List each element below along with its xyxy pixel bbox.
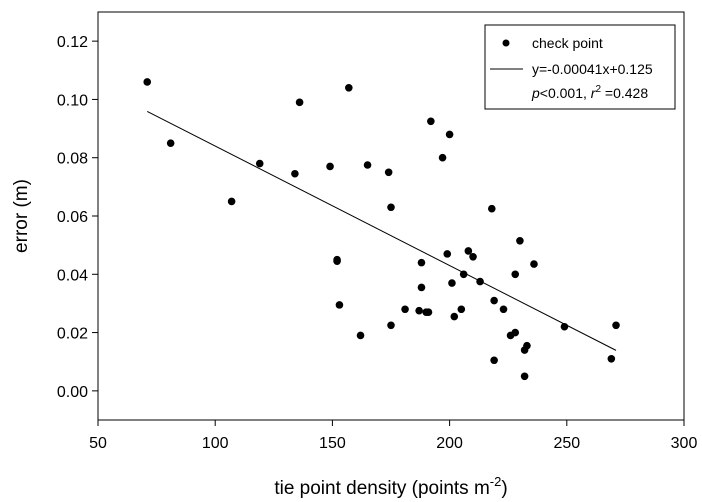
x-tick-label: 100 xyxy=(202,435,229,452)
y-tick-label: 0.10 xyxy=(57,92,88,109)
y-tick-label: 0.00 xyxy=(57,384,88,401)
data-point xyxy=(516,236,524,245)
x-tick-label: 250 xyxy=(553,435,580,452)
x-axis-title: tie point density (points m-2) xyxy=(274,474,507,499)
legend-marker-check-point xyxy=(502,39,510,47)
data-point xyxy=(469,252,477,261)
data-point xyxy=(333,257,341,265)
y-axis-title: error (m) xyxy=(11,179,32,253)
data-point xyxy=(363,161,372,169)
regression-line xyxy=(146,110,617,351)
legend-box xyxy=(484,24,676,110)
data-point xyxy=(427,117,435,126)
data-point xyxy=(417,283,426,292)
data-point xyxy=(511,328,520,337)
x-axis-title-suffix: ) xyxy=(501,478,507,499)
data-point xyxy=(459,270,468,279)
legend-stat-prefix: <0.001, xyxy=(540,85,591,101)
data-point xyxy=(387,321,395,330)
y-tick-label: 0.08 xyxy=(57,151,88,168)
data-point xyxy=(326,162,334,171)
data-point xyxy=(450,312,459,321)
data-point xyxy=(607,355,616,363)
data-point xyxy=(356,331,365,340)
legend-label-statistics: p<0.001, r2 =0.428 xyxy=(531,84,648,101)
y-tick-label: 0.06 xyxy=(57,209,88,226)
data-point xyxy=(417,258,426,267)
data-point xyxy=(511,270,520,279)
data-point xyxy=(530,260,538,268)
data-point xyxy=(438,153,447,162)
data-point xyxy=(415,306,423,315)
data-point xyxy=(520,372,529,381)
data-point xyxy=(612,321,620,330)
data-point xyxy=(401,305,409,314)
x-axis: 50 100 150 200 250 300 xyxy=(89,420,697,452)
legend-label-check-point: check point xyxy=(532,35,603,51)
x-tick-label: 50 xyxy=(89,435,107,452)
data-point xyxy=(445,130,454,139)
x-tick-label: 300 xyxy=(671,435,698,452)
y-tick-label: 0.02 xyxy=(57,326,88,343)
data-point xyxy=(166,139,175,147)
data-point xyxy=(476,277,484,286)
data-point xyxy=(291,169,299,178)
x-axis-title-main: tie point density (points m xyxy=(274,478,489,499)
x-tick-label: 150 xyxy=(319,435,346,452)
data-point xyxy=(490,296,498,305)
data-point xyxy=(227,197,236,206)
y-tick-label: 0.04 xyxy=(57,267,88,284)
x-axis-title-superscript: -2 xyxy=(490,474,502,489)
data-point xyxy=(387,203,395,212)
y-tick-label: 0.12 xyxy=(57,34,88,51)
legend-stat-r-value: =0.428 xyxy=(601,85,648,101)
data-point xyxy=(345,83,353,92)
data-point xyxy=(384,168,393,177)
data-point xyxy=(490,356,498,365)
data-points xyxy=(143,78,620,381)
data-point xyxy=(295,98,304,107)
data-point xyxy=(143,78,152,86)
data-point xyxy=(560,322,569,331)
x-tick-label: 200 xyxy=(436,435,463,452)
data-point xyxy=(499,305,508,314)
data-point xyxy=(424,308,433,316)
data-point xyxy=(523,341,531,350)
legend-stat-p: p xyxy=(531,85,540,101)
data-point xyxy=(487,204,496,213)
data-point xyxy=(457,305,466,314)
data-point xyxy=(255,159,264,168)
y-axis: 0.00 0.02 0.04 0.06 0.08 0.10 0.12 xyxy=(57,34,98,401)
data-point xyxy=(464,247,473,255)
data-point xyxy=(443,250,452,258)
legend-stat-r-superscript: 2 xyxy=(595,84,601,95)
data-point xyxy=(448,279,456,287)
legend-label-regression: y=-0.00041x+0.125 xyxy=(532,61,653,77)
legend: check point y=-0.00041x+0.125 p<0.001, r… xyxy=(484,24,676,110)
legend-stat-r: r xyxy=(591,85,597,101)
data-point xyxy=(335,301,344,309)
